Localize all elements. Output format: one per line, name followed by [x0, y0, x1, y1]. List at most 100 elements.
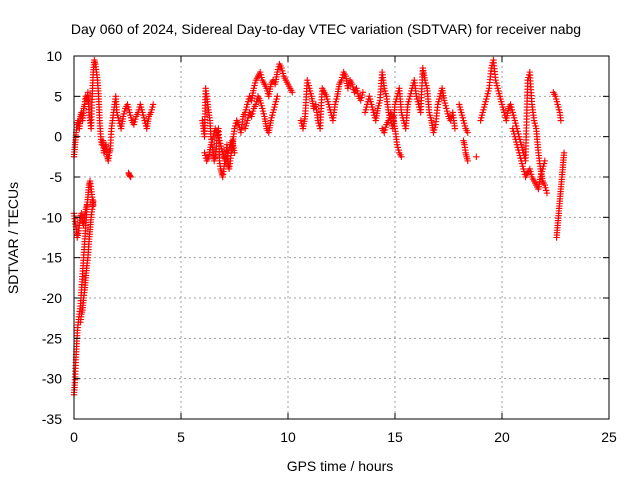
data-point [324, 95, 331, 103]
x-tick-label: 5 [177, 429, 185, 445]
data-point [120, 113, 127, 120]
data-point [114, 111, 121, 119]
data-point [382, 90, 389, 97]
data-point [443, 107, 451, 115]
data-point [305, 82, 312, 89]
data-point [357, 97, 364, 104]
x-tick-label: 25 [601, 429, 617, 445]
data-point [436, 93, 444, 100]
data-point [354, 90, 362, 97]
data-point [349, 81, 356, 88]
data-point [515, 149, 523, 156]
data-point [297, 117, 305, 124]
data-point [126, 109, 133, 116]
data-point [223, 154, 230, 162]
y-tick-label: 5 [54, 88, 62, 104]
data-point [244, 114, 252, 122]
y-tick-label: 0 [54, 129, 62, 145]
data-point [381, 87, 389, 95]
data-point [363, 103, 370, 111]
data-point [530, 117, 538, 124]
data-point [353, 85, 360, 92]
data-point [251, 79, 259, 87]
data-point [494, 85, 501, 92]
data-point [279, 70, 287, 77]
data-point [394, 144, 402, 151]
data-point [406, 95, 413, 103]
data-point [413, 93, 420, 100]
data-point [427, 114, 434, 122]
data-point [306, 85, 313, 92]
data-point [407, 90, 414, 97]
data-point [113, 109, 120, 116]
data-point [541, 181, 548, 189]
x-tick-labels: 0 5 10 15 20 25 [70, 429, 617, 445]
data-point [125, 106, 133, 113]
data-point [518, 157, 525, 165]
data-point [497, 95, 504, 103]
data-point [132, 115, 139, 123]
data-point [552, 93, 559, 100]
data-point [231, 149, 238, 156]
data-point [289, 89, 296, 96]
data-point [258, 102, 265, 109]
data-point [395, 146, 402, 154]
data-point [271, 101, 279, 108]
data-point [273, 95, 280, 103]
data-point [252, 101, 260, 108]
data-point [242, 106, 250, 113]
y-tick-label: -25 [42, 330, 62, 346]
data-point [217, 142, 225, 150]
data-point [473, 153, 480, 161]
y-tick-labels: -35 -30 -25 -20 -15 -10 -5 0 5 10 [42, 48, 62, 427]
data-point [232, 122, 239, 130]
data-point [338, 77, 345, 84]
data-point [436, 95, 443, 103]
data-point [274, 68, 281, 76]
data-point [127, 173, 134, 181]
data-point [478, 114, 485, 122]
data-point [224, 149, 232, 156]
data-point [219, 148, 226, 155]
data-point [485, 87, 492, 95]
data-point [215, 134, 223, 142]
data-point [361, 109, 369, 116]
data-point [216, 137, 223, 144]
data-point [543, 189, 551, 197]
data-point [304, 79, 312, 87]
data-point [244, 98, 252, 105]
data-point [130, 121, 138, 128]
data-point [442, 102, 449, 109]
data-point [253, 98, 260, 105]
data-point [385, 117, 392, 124]
data-point [127, 114, 135, 122]
y-tick-label: -10 [42, 209, 62, 225]
data-point [498, 98, 505, 105]
data-point [543, 187, 550, 194]
data-point [426, 109, 433, 116]
data-point [500, 106, 507, 113]
y-axis-label: SDTVAR / TECUs [5, 182, 21, 294]
data-point [259, 107, 267, 115]
data-point [359, 89, 367, 96]
data-point [131, 118, 138, 126]
data-point [274, 93, 281, 100]
data-point [231, 125, 238, 132]
data-point [115, 114, 122, 122]
data-point [553, 98, 561, 105]
data-point [510, 130, 518, 138]
y-tick-label: -35 [42, 411, 62, 427]
data-point [507, 101, 514, 108]
data-point [115, 117, 123, 124]
data-point [263, 85, 270, 92]
data-point [250, 85, 257, 92]
x-tick-label: 10 [280, 429, 296, 445]
y-tick-label: -15 [42, 250, 62, 266]
data-point [527, 168, 534, 175]
data-point [464, 157, 471, 165]
data-point [540, 160, 548, 167]
data-point [381, 85, 388, 92]
data-point [513, 122, 520, 130]
data-point [257, 71, 265, 79]
data-point [219, 150, 227, 158]
